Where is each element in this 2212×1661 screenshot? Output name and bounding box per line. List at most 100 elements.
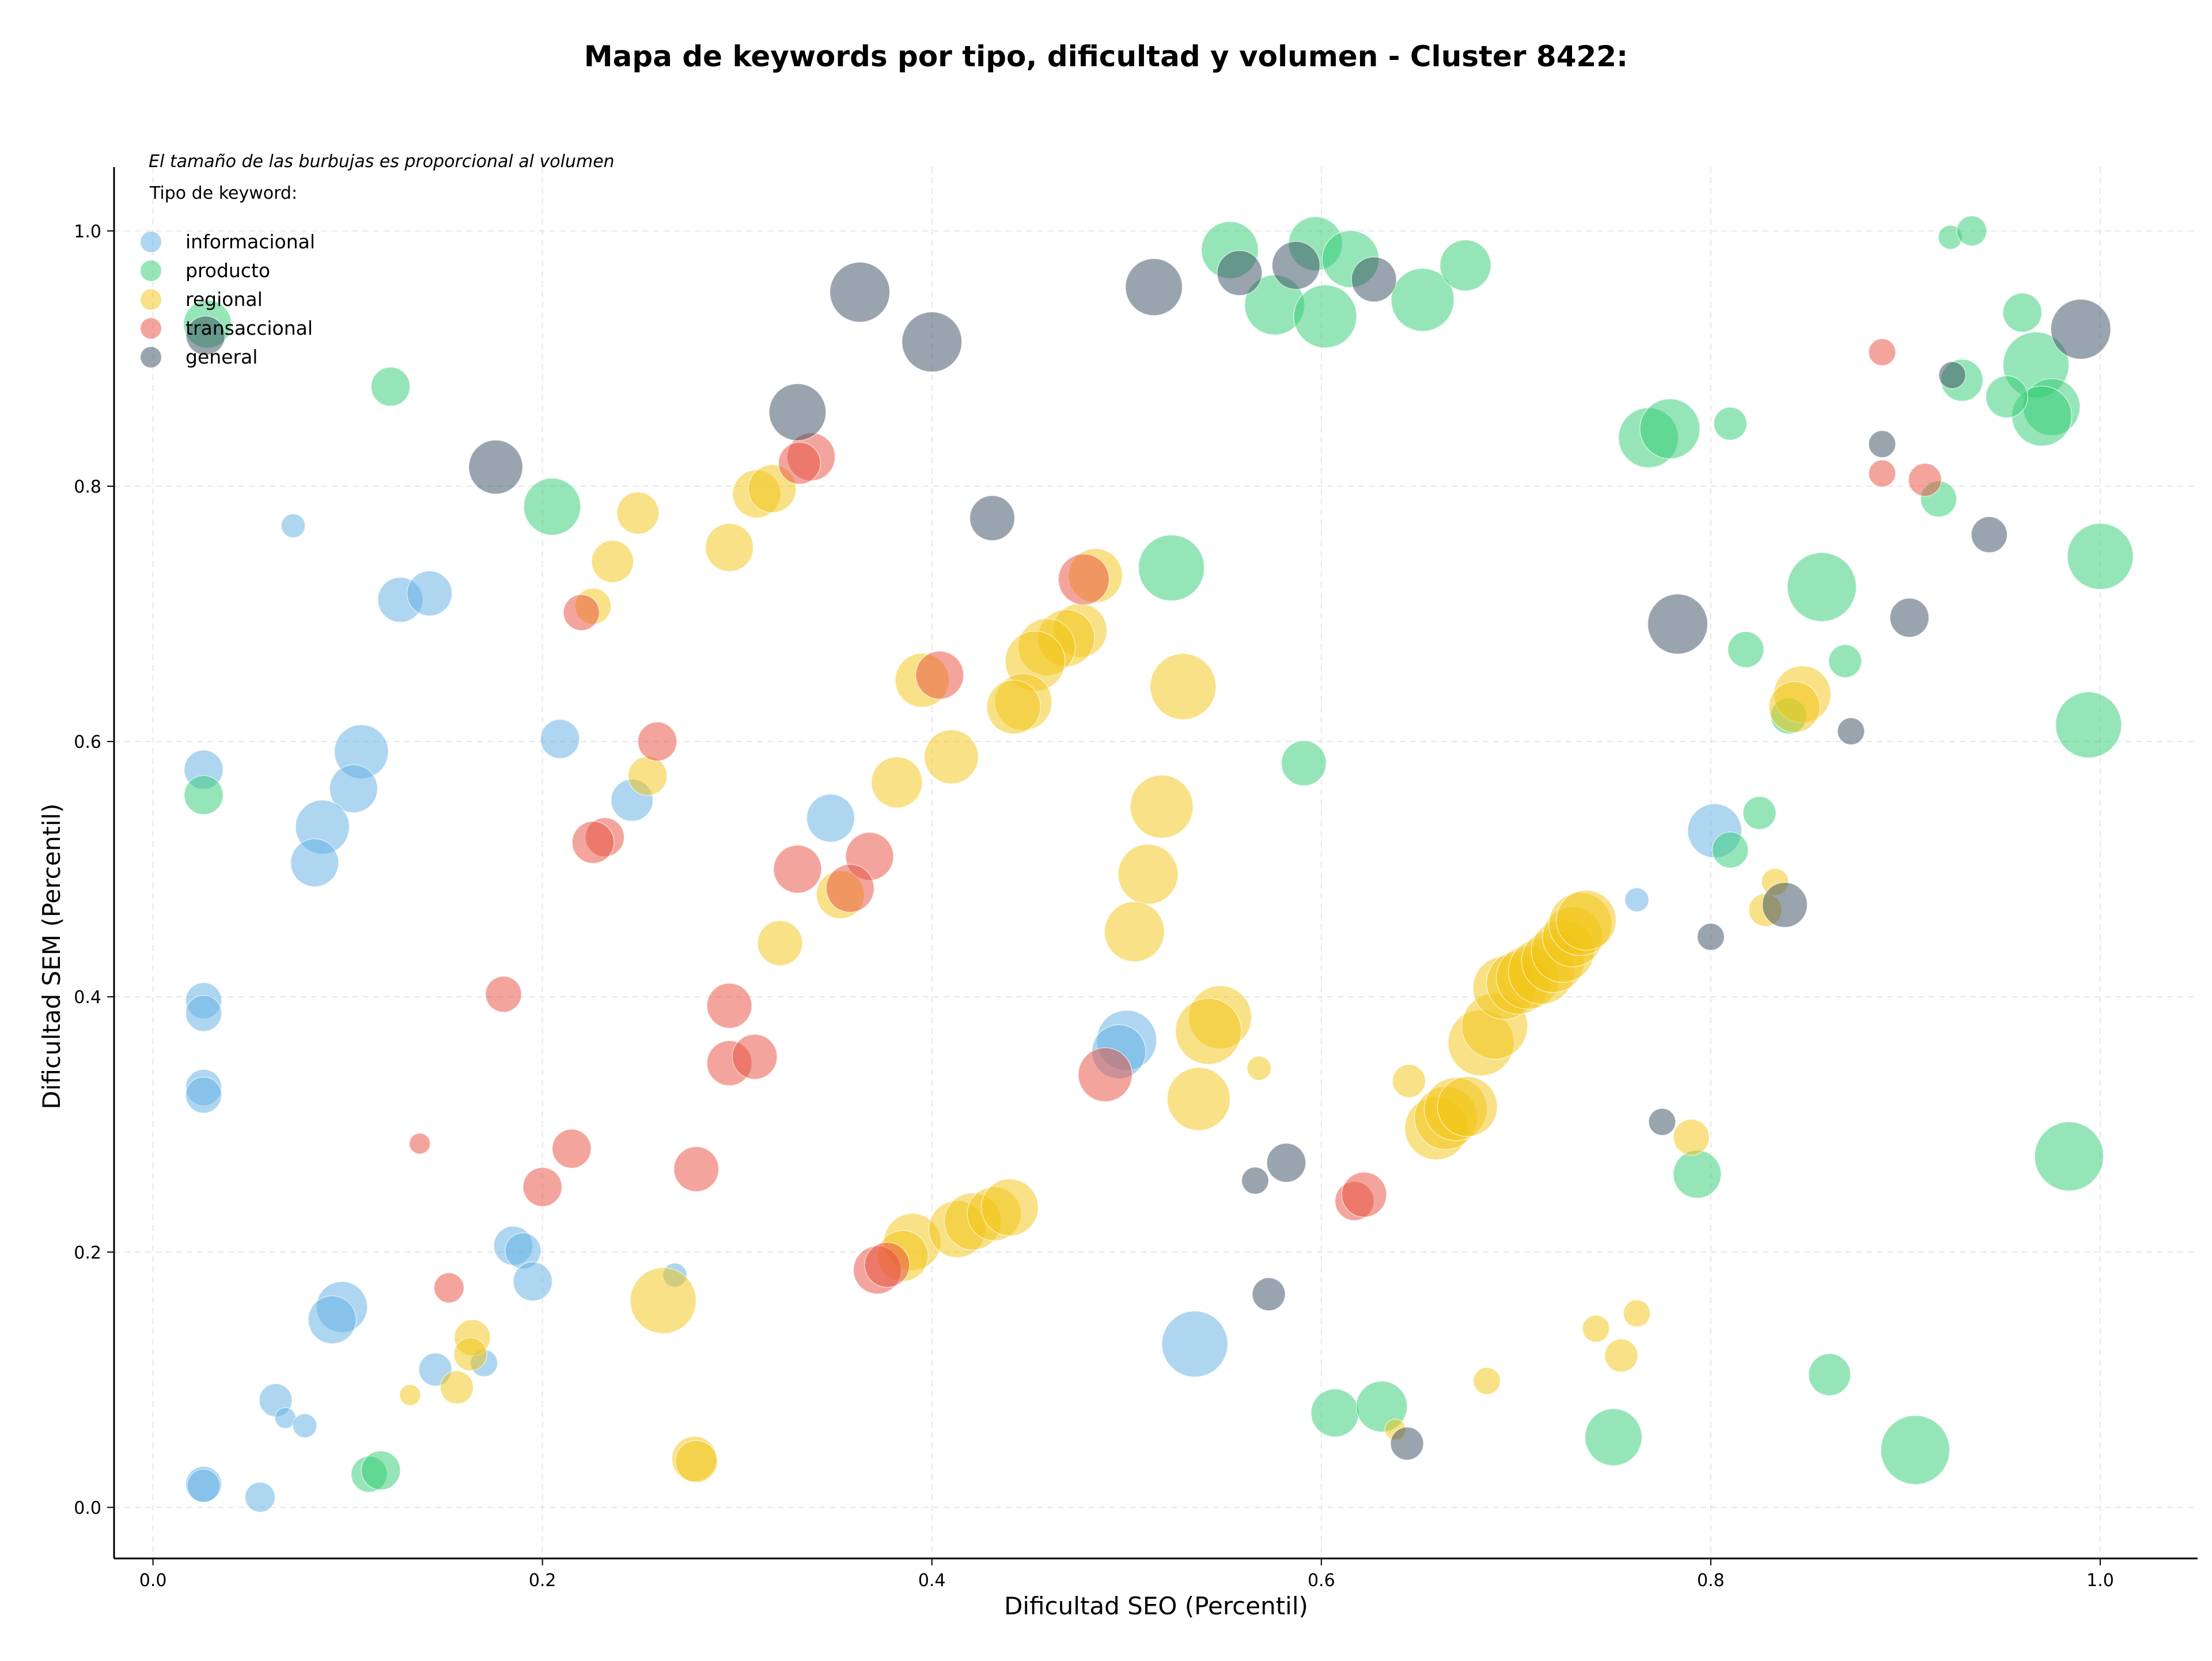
- bubble-regional: [1175, 998, 1242, 1065]
- bubble-general: [1868, 430, 1896, 458]
- bubble-informacional: [185, 1076, 222, 1114]
- bubble-producto: [1956, 215, 1987, 247]
- bubble-regional: [1247, 1055, 1272, 1081]
- x-tick-label: 1.0: [2086, 1571, 2114, 1591]
- y-tick-label: 0.2: [74, 1243, 101, 1263]
- bubble-informacional: [1161, 1310, 1229, 1378]
- bubble-general: [829, 262, 891, 323]
- bubble-transaccional: [778, 441, 821, 485]
- x-tick-label: 0.6: [1308, 1571, 1335, 1591]
- bubble-general: [902, 311, 963, 373]
- bubble-producto: [1787, 552, 1857, 622]
- legend-label-producto: producto: [185, 259, 270, 282]
- bubble-regional: [1392, 1064, 1426, 1098]
- bubble-transaccional: [915, 650, 964, 700]
- x-tick-label: 0.4: [918, 1571, 946, 1591]
- y-tick-label: 0.0: [74, 1498, 101, 1518]
- bubble-regional: [616, 491, 660, 535]
- bubble-informacional: [292, 1413, 317, 1439]
- bubble-producto: [1727, 631, 1764, 668]
- legend-label-regional: regional: [185, 288, 263, 311]
- legend-marker-transaccional: [141, 318, 161, 339]
- bubble-informacional: [185, 994, 222, 1032]
- series-regional: [399, 464, 1831, 1483]
- bubble-producto: [1138, 534, 1205, 601]
- bubble-transaccional: [1078, 1047, 1133, 1102]
- bubble-general: [1889, 597, 1930, 638]
- bubble-regional: [1149, 653, 1217, 720]
- bubble-regional: [627, 756, 668, 796]
- bubble-producto: [2055, 691, 2122, 759]
- bubble-transaccional: [571, 820, 615, 864]
- y-tick-label: 1.0: [74, 222, 101, 242]
- bubble-transaccional: [1908, 463, 1942, 497]
- bubble-general: [1241, 1167, 1270, 1195]
- bubble-size-note: El tamaño de las burbujas es proporciona…: [149, 152, 615, 172]
- series-transaccional: [408, 338, 1942, 1304]
- y-tick-label: 0.6: [74, 732, 101, 752]
- legend: El tamaño de las burbujas es proporciona…: [141, 152, 615, 368]
- bubble-producto: [2067, 523, 2134, 590]
- bubble-informacional: [329, 764, 378, 814]
- bubble-producto: [1880, 1415, 1950, 1485]
- bubble-producto: [1672, 1149, 1722, 1199]
- bubble-transaccional: [1868, 338, 1896, 366]
- x-axis-label: Dificultad SEO (Percentil): [1004, 1592, 1308, 1620]
- bubble-general: [1647, 593, 1709, 654]
- legend-marker-producto: [141, 260, 161, 281]
- bubble-regional: [924, 729, 979, 785]
- bubble-general: [468, 440, 524, 495]
- axes: [113, 167, 2198, 1560]
- y-axis-label: Dificultad SEM (Percentil): [37, 804, 66, 1110]
- bubble-producto: [1743, 796, 1777, 830]
- axis-ticks: 0.0 0.2 0.4 0.6 0.8 1.0 0.0 0.2 0.4 0.6 0.8 1.0: [74, 222, 2114, 1591]
- bubble-general: [768, 383, 827, 441]
- bubble-producto: [1711, 831, 1749, 869]
- legend-title: Tipo de keyword:: [149, 183, 297, 203]
- x-tick-label: 0.0: [139, 1571, 167, 1591]
- bubble-regional: [1768, 681, 1821, 733]
- bubble-informacional: [187, 1469, 221, 1503]
- bubble-producto: [1310, 1388, 1359, 1437]
- legend-marker-informacional: [141, 232, 161, 252]
- bubble-informacional: [308, 1295, 357, 1345]
- bubble-regional: [980, 1178, 1039, 1236]
- bubble-transaccional: [1341, 1171, 1387, 1218]
- legend-marker-regional: [141, 289, 161, 310]
- bubble-regional: [1673, 1118, 1710, 1156]
- series-producto: [183, 215, 2134, 1493]
- bubble-general: [1266, 1142, 1306, 1183]
- bubble-producto: [1391, 268, 1455, 332]
- bubble-informacional: [290, 838, 339, 887]
- y-tick-label: 0.8: [74, 477, 101, 497]
- y-tick-label: 0.4: [74, 987, 101, 1008]
- x-tick-label: 0.2: [529, 1571, 556, 1591]
- bubble-producto: [183, 775, 224, 815]
- bubble-transaccional: [773, 845, 822, 894]
- bubble-producto: [1639, 398, 1700, 459]
- bubble-general: [1648, 1108, 1676, 1136]
- bubble-producto: [1713, 406, 1748, 441]
- bubble-regional: [757, 920, 803, 966]
- bubble-regional: [1437, 1076, 1498, 1137]
- bubble-transaccional: [551, 1129, 592, 1169]
- bubble-regional: [986, 679, 1041, 735]
- x-tick-label: 0.8: [1697, 1571, 1725, 1591]
- bubble-regional: [1104, 901, 1165, 962]
- series-general: [185, 241, 2111, 1461]
- bubble-informacional: [406, 570, 453, 616]
- bubble-general: [2050, 298, 2111, 360]
- bubble-transaccional: [673, 1146, 719, 1192]
- bubble-general: [969, 495, 1016, 542]
- bubble-general: [1971, 516, 2008, 554]
- bubble-regional: [1166, 1067, 1231, 1131]
- legend-label-general: general: [185, 346, 257, 368]
- bubble-regional: [1582, 1315, 1610, 1343]
- bubble-general: [1938, 361, 1967, 389]
- bubble-general: [1252, 1277, 1286, 1311]
- bubble-producto: [1584, 1408, 1643, 1466]
- bubble-regional: [1604, 1338, 1638, 1373]
- bubble-informacional: [513, 1261, 553, 1301]
